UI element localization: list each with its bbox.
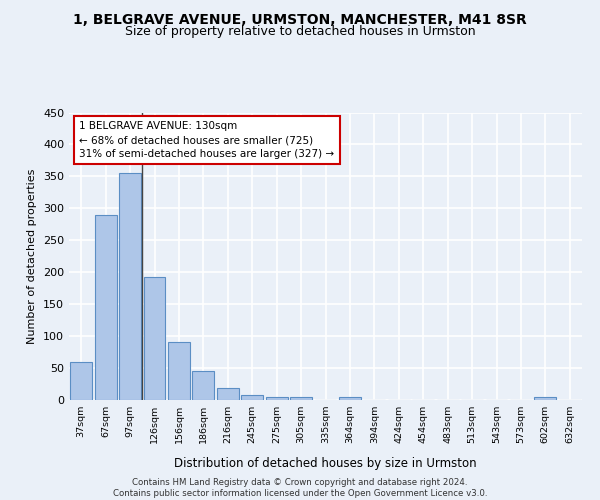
Bar bbox=[95, 214, 116, 400]
Bar bbox=[290, 397, 312, 400]
Bar bbox=[193, 370, 214, 400]
Bar bbox=[217, 388, 239, 400]
Bar bbox=[535, 398, 556, 400]
Bar bbox=[143, 276, 166, 400]
Bar bbox=[119, 173, 141, 400]
Bar bbox=[339, 398, 361, 400]
Y-axis label: Number of detached properties: Number of detached properties bbox=[28, 168, 37, 344]
Text: Size of property relative to detached houses in Urmston: Size of property relative to detached ho… bbox=[125, 25, 475, 38]
Text: 1, BELGRAVE AVENUE, URMSTON, MANCHESTER, M41 8SR: 1, BELGRAVE AVENUE, URMSTON, MANCHESTER,… bbox=[73, 12, 527, 26]
Text: 1 BELGRAVE AVENUE: 130sqm
← 68% of detached houses are smaller (725)
31% of semi: 1 BELGRAVE AVENUE: 130sqm ← 68% of detac… bbox=[79, 121, 334, 159]
X-axis label: Distribution of detached houses by size in Urmston: Distribution of detached houses by size … bbox=[174, 457, 477, 470]
Bar bbox=[168, 342, 190, 400]
Bar bbox=[266, 398, 287, 400]
Bar bbox=[241, 395, 263, 400]
Text: Contains HM Land Registry data © Crown copyright and database right 2024.
Contai: Contains HM Land Registry data © Crown c… bbox=[113, 478, 487, 498]
Bar bbox=[70, 362, 92, 400]
